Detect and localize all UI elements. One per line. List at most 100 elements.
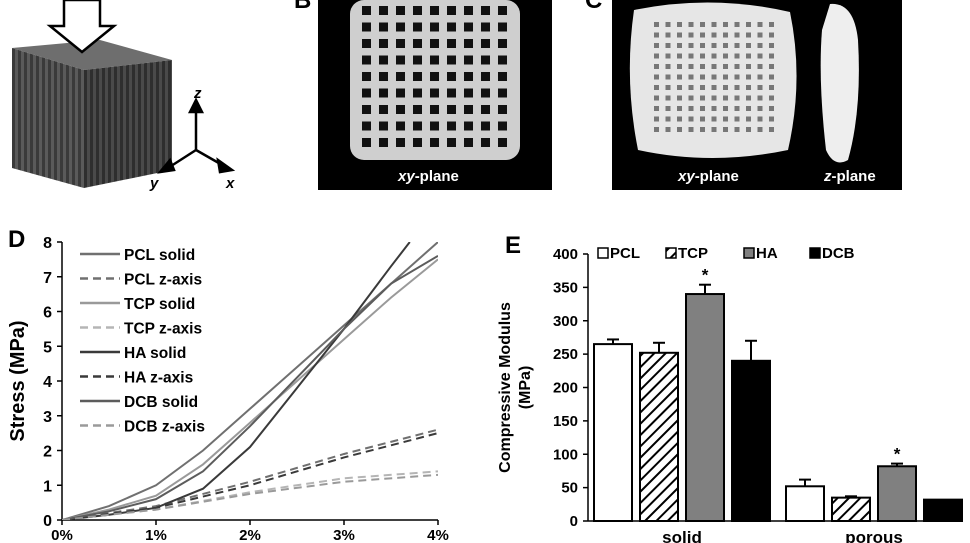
- legend-label: HA solid: [124, 345, 186, 362]
- legend-swatch: [665, 247, 677, 259]
- porous-pore: [746, 74, 751, 80]
- legend-label: TCP z-axis: [124, 321, 202, 338]
- lattice-pore: [362, 39, 371, 48]
- lattice-pore: [498, 55, 507, 65]
- porous-pore: [711, 116, 717, 122]
- porous-pore: [677, 106, 682, 111]
- lattice-pore: [413, 22, 422, 32]
- porous-pore: [677, 53, 682, 59]
- porous-pore: [746, 43, 751, 48]
- porous-pore: [746, 22, 751, 27]
- porous-pore: [757, 74, 763, 80]
- legend-label: PCL z-axis: [124, 272, 202, 289]
- series-line: [62, 470, 438, 520]
- x-tick-label: 1%: [145, 527, 167, 543]
- legend-label: DCB: [822, 245, 855, 262]
- porous-pore: [757, 53, 763, 59]
- porous-pore: [654, 22, 659, 27]
- lattice-pore: [396, 55, 405, 65]
- lattice-pore: [379, 121, 388, 131]
- y-tick-label: 0: [43, 513, 52, 530]
- porous-pore: [746, 64, 751, 69]
- series-line: [62, 258, 438, 520]
- x-tick-label: 4%: [427, 527, 449, 543]
- lattice-pore: [430, 55, 439, 65]
- lattice-pore: [498, 39, 507, 48]
- compressive-modulus-chart: 0 50 100 150 200 250 300 350 400 Compressive Modu…: [497, 245, 963, 543]
- lattice-pore: [498, 138, 507, 147]
- lattice-pore: [396, 105, 405, 114]
- lattice-xy-z-image: [629, 2, 859, 163]
- porous-pore: [769, 53, 774, 59]
- lattice-pore: [430, 121, 439, 131]
- lattice-pore: [396, 6, 405, 15]
- porous-pore: [665, 127, 671, 132]
- porous-pore: [734, 64, 740, 69]
- legend-label: TCP solid: [124, 296, 195, 313]
- bar: [685, 293, 725, 522]
- porous-pore: [711, 106, 717, 111]
- porous-pore: [769, 116, 774, 122]
- porous-pore: [769, 74, 774, 80]
- lattice-pore: [430, 22, 439, 32]
- y-tick-label: 400: [553, 246, 578, 263]
- y-tick-label: 3: [43, 409, 52, 426]
- porous-pore: [746, 95, 751, 101]
- y-tick-label: 2: [43, 444, 52, 461]
- y-tick-label: 7: [43, 270, 52, 287]
- x-tick-label: 2%: [239, 527, 261, 543]
- porous-pore: [665, 85, 671, 90]
- porous-pore: [665, 116, 671, 122]
- lattice-pore: [362, 55, 371, 65]
- lattice-pore: [379, 55, 388, 65]
- axis-label-x: x: [225, 175, 235, 192]
- porous-pore: [688, 95, 694, 101]
- porous-pore: [723, 127, 728, 132]
- lattice-pore: [498, 72, 507, 81]
- lattice-pore: [498, 121, 507, 131]
- lattice-pore: [430, 39, 439, 48]
- lattice-pore: [362, 72, 371, 81]
- panel-b-photo: xy-plane: [318, 0, 552, 190]
- lattice-pore: [396, 88, 405, 98]
- porous-pore: [711, 74, 717, 80]
- porous-pore: [665, 32, 671, 38]
- lattice-pore: [379, 105, 388, 114]
- porous-pore: [665, 64, 671, 69]
- porous-pore: [734, 53, 740, 59]
- lattice-pore: [413, 39, 422, 48]
- porous-pore: [711, 32, 717, 38]
- lattice-pore: [464, 88, 473, 98]
- y-tick-label: 5: [43, 339, 52, 356]
- lattice-pore: [464, 6, 473, 15]
- porous-pore: [700, 74, 705, 80]
- y-axis-title-line1: Compressive Modulus: [497, 302, 514, 473]
- y-tick-label: 1: [43, 478, 52, 495]
- lattice-pore: [379, 88, 388, 98]
- panel-label-b: B: [294, 0, 312, 14]
- lattice-pore: [396, 72, 405, 81]
- lattice-pore: [413, 6, 422, 15]
- porous-pore: [688, 22, 694, 27]
- porous-body: [629, 2, 797, 159]
- legend-label: HA z-axis: [124, 370, 193, 387]
- porous-pore: [700, 127, 705, 132]
- axis-label-z: z: [193, 85, 202, 102]
- porous-pore: [665, 43, 671, 48]
- lattice-pore: [447, 6, 456, 15]
- porous-pore: [723, 74, 728, 80]
- porous-pore: [665, 95, 671, 101]
- legend-label: DCB solid: [124, 394, 198, 411]
- lattice-pore: [481, 72, 490, 81]
- porous-pore: [769, 43, 774, 48]
- porous-pore: [746, 53, 751, 59]
- porous-pore: [688, 74, 694, 80]
- porous-pore: [688, 106, 694, 111]
- legend-swatch: [809, 247, 821, 259]
- porous-pore: [746, 85, 751, 90]
- porous-pore: [711, 22, 717, 27]
- porous-pore: [700, 64, 705, 69]
- porous-pore: [654, 116, 659, 122]
- lattice-pore: [362, 88, 371, 98]
- porous-pore: [677, 74, 682, 80]
